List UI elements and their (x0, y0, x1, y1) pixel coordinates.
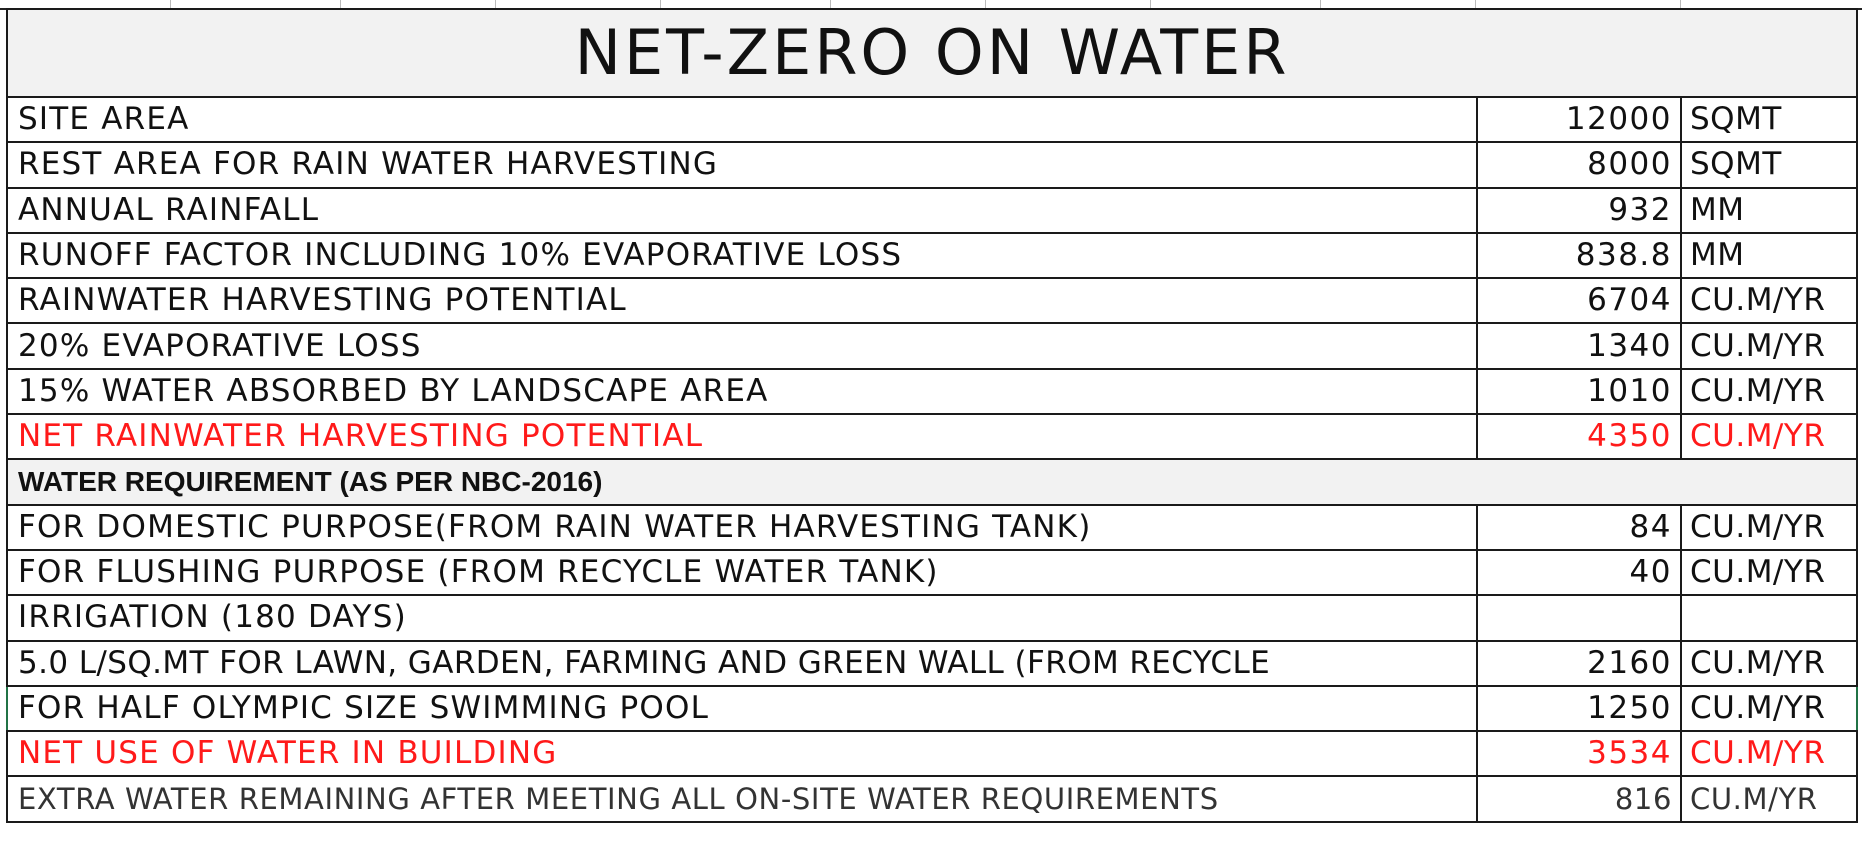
table-row: FOR FLUSHING PURPOSE (FROM RECYCLE WATER… (6, 548, 1858, 597)
table-row: ANNUAL RAINFALL 932 MM (6, 186, 1858, 234)
row-label[interactable]: SITE AREA (6, 95, 1478, 144)
row-unit[interactable]: SQMT (1680, 95, 1858, 144)
title-row: NET-ZERO ON WATER (6, 8, 1858, 98)
section-header-row: WATER REQUIREMENT (AS PER NBC-2016) (6, 458, 1858, 506)
table-row-highlight: NET RAINWATER HARVESTING POTENTIAL 4350 … (6, 413, 1858, 461)
section-title[interactable]: WATER REQUIREMENT (AS PER NBC-2016) (6, 458, 1858, 506)
row-label[interactable]: EXTRA WATER REMAINING AFTER MEETING ALL … (6, 775, 1478, 823)
row-value[interactable] (1476, 594, 1682, 642)
net-zero-water-table: NET-ZERO ON WATER SITE AREA 12000 SQMT R… (6, 8, 1858, 823)
row-value[interactable]: 84 (1476, 503, 1682, 551)
row-label[interactable]: NET USE OF WATER IN BUILDING (6, 730, 1478, 778)
row-unit[interactable]: CU.M/YR (1680, 548, 1858, 597)
row-value[interactable]: 40 (1476, 548, 1682, 597)
row-value[interactable]: 932 (1476, 186, 1682, 234)
row-unit[interactable]: CU.M/YR (1680, 367, 1858, 416)
row-label[interactable]: NET RAINWATER HARVESTING POTENTIAL (6, 413, 1478, 461)
row-value[interactable]: 838.8 (1476, 231, 1682, 280)
row-label[interactable]: FOR HALF OLYMPIC SIZE SWIMMING POOL (6, 684, 1478, 733)
row-unit[interactable]: CU.M/YR (1680, 503, 1858, 551)
row-unit[interactable]: CU.M/YR (1680, 413, 1858, 461)
table-row: 15% WATER ABSORBED BY LANDSCAPE AREA 101… (6, 367, 1858, 416)
table-row: EXTRA WATER REMAINING AFTER MEETING ALL … (6, 775, 1858, 823)
row-value[interactable]: 1340 (1476, 322, 1682, 370)
row-label[interactable]: RUNOFF FACTOR INCLUDING 10% EVAPORATIVE … (6, 231, 1478, 280)
row-label[interactable]: FOR DOMESTIC PURPOSE(FROM RAIN WATER HAR… (6, 503, 1478, 551)
row-unit[interactable]: CU.M/YR (1680, 322, 1858, 370)
row-unit[interactable] (1680, 594, 1858, 642)
row-unit[interactable]: CU.M/YR (1680, 730, 1858, 778)
row-value[interactable]: 3534 (1476, 730, 1682, 778)
row-value[interactable]: 12000 (1476, 95, 1682, 144)
row-unit[interactable]: MM (1680, 186, 1858, 234)
row-unit[interactable]: CU.M/YR (1680, 277, 1858, 325)
table-row: FOR DOMESTIC PURPOSE(FROM RAIN WATER HAR… (6, 503, 1858, 551)
table-row-highlight: NET USE OF WATER IN BUILDING 3534 CU.M/Y… (6, 730, 1858, 778)
row-value[interactable]: 1010 (1476, 367, 1682, 416)
row-value[interactable]: 1250 (1476, 684, 1682, 733)
row-value[interactable]: 2160 (1476, 639, 1682, 687)
row-label[interactable]: REST AREA FOR RAIN WATER HARVESTING (6, 141, 1478, 189)
row-value[interactable]: 816 (1476, 775, 1682, 823)
row-unit[interactable]: MM (1680, 231, 1858, 280)
row-unit[interactable]: CU.M/YR (1680, 684, 1858, 733)
row-label[interactable]: 15% WATER ABSORBED BY LANDSCAPE AREA (6, 367, 1478, 416)
table-row: REST AREA FOR RAIN WATER HARVESTING 8000… (6, 141, 1858, 189)
row-value[interactable]: 6704 (1476, 277, 1682, 325)
table-row-selected: FOR HALF OLYMPIC SIZE SWIMMING POOL 1250… (6, 684, 1858, 733)
row-unit[interactable]: CU.M/YR (1680, 639, 1858, 687)
row-value[interactable]: 8000 (1476, 141, 1682, 189)
table-row: RAINWATER HARVESTING POTENTIAL 6704 CU.M… (6, 277, 1858, 325)
row-unit[interactable]: CU.M/YR (1680, 775, 1858, 823)
row-label[interactable]: FOR FLUSHING PURPOSE (FROM RECYCLE WATER… (6, 548, 1478, 597)
row-label[interactable]: 5.0 L/SQ.MT FOR LAWN, GARDEN, FARMING AN… (6, 639, 1478, 687)
row-unit[interactable]: SQMT (1680, 141, 1858, 189)
row-value[interactable]: 4350 (1476, 413, 1682, 461)
table-row: IRRIGATION (180 DAYS) (6, 594, 1858, 642)
table-row: 20% EVAPORATIVE LOSS 1340 CU.M/YR (6, 322, 1858, 370)
row-label[interactable]: ANNUAL RAINFALL (6, 186, 1478, 234)
table-row: 5.0 L/SQ.MT FOR LAWN, GARDEN, FARMING AN… (6, 639, 1858, 687)
row-label[interactable]: RAINWATER HARVESTING POTENTIAL (6, 277, 1478, 325)
row-label[interactable]: 20% EVAPORATIVE LOSS (6, 322, 1478, 370)
table-title[interactable]: NET-ZERO ON WATER (6, 8, 1858, 98)
row-label[interactable]: IRRIGATION (180 DAYS) (6, 594, 1478, 642)
table-row: RUNOFF FACTOR INCLUDING 10% EVAPORATIVE … (6, 231, 1858, 280)
table-row: SITE AREA 12000 SQMT (6, 95, 1858, 144)
